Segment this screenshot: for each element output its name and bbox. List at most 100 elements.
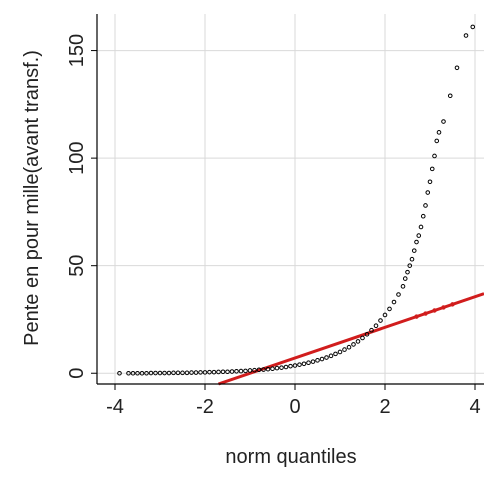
- data-point: [400, 284, 406, 289]
- data-point: [175, 370, 181, 376]
- data-point: [414, 239, 419, 245]
- data-point: [319, 356, 325, 362]
- data-point: [409, 256, 415, 262]
- data-point: [135, 370, 140, 376]
- data-point: [418, 224, 424, 230]
- data-point: [144, 370, 149, 376]
- data-point: [162, 370, 167, 376]
- data-point: [153, 370, 158, 376]
- x-tick-label: 0: [289, 396, 300, 418]
- data-point: [288, 363, 293, 369]
- x-tick-label: 2: [379, 396, 390, 418]
- data-point: [423, 203, 428, 208]
- data-point: [180, 370, 185, 376]
- data-point: [139, 370, 145, 376]
- data-point: [337, 349, 343, 355]
- data-points: [117, 24, 476, 376]
- data-point: [157, 370, 163, 376]
- data-point: [360, 335, 365, 341]
- data-point: [261, 367, 266, 372]
- data-point: [184, 370, 190, 376]
- y-axis-label: Pente en pour mille(avant transf.): [21, 50, 43, 346]
- x-tick-label: 4: [469, 396, 480, 418]
- data-point: [333, 351, 338, 357]
- data-point: [378, 318, 383, 323]
- reference-marker: [441, 305, 446, 310]
- data-point: [234, 369, 239, 374]
- data-point: [301, 361, 307, 367]
- data-point: [427, 179, 433, 185]
- data-point: [364, 332, 370, 337]
- data-point: [225, 369, 230, 375]
- data-point: [351, 342, 356, 347]
- data-point: [193, 370, 199, 375]
- data-point: [432, 153, 437, 159]
- data-point: [342, 347, 347, 352]
- data-point: [202, 370, 208, 375]
- data-point: [328, 353, 334, 359]
- data-point: [324, 355, 329, 360]
- reference-line: [218, 292, 484, 386]
- data-point: [148, 370, 154, 376]
- data-point: [310, 359, 316, 364]
- data-point: [279, 365, 284, 370]
- data-point: [396, 292, 401, 297]
- data-point: [436, 130, 442, 135]
- y-tick-labels: 0 50 100 150: [66, 34, 97, 379]
- data-point: [407, 263, 413, 268]
- data-point: [405, 269, 410, 275]
- data-point: [382, 312, 388, 318]
- data-point: [220, 369, 226, 375]
- x-tick-labels: -4 -2 0 2 4: [106, 384, 481, 418]
- data-point: [429, 166, 435, 172]
- data-point: [355, 339, 361, 344]
- data-point: [270, 366, 275, 372]
- data-point: [420, 213, 426, 219]
- data-point: [434, 138, 440, 144]
- data-point: [463, 33, 469, 38]
- data-point: [171, 370, 176, 376]
- data-point: [238, 368, 244, 374]
- data-point: [247, 368, 253, 373]
- grid-lines: [97, 14, 484, 384]
- data-point: [454, 65, 460, 71]
- data-point: [447, 93, 453, 99]
- data-point: [198, 370, 203, 375]
- data-point: [189, 370, 194, 375]
- data-point: [470, 24, 476, 30]
- reference-marker: [423, 311, 428, 316]
- data-point: [387, 306, 392, 312]
- data-point: [402, 276, 408, 281]
- data-point: [274, 365, 280, 371]
- data-point: [369, 327, 374, 333]
- data-point: [166, 370, 172, 376]
- data-point: [346, 344, 352, 350]
- y-tick-label: 0: [66, 368, 88, 379]
- data-point: [229, 369, 235, 374]
- data-point: [117, 370, 122, 376]
- data-point: [207, 369, 212, 375]
- data-point: [256, 367, 262, 373]
- y-tick-label: 100: [66, 141, 88, 174]
- y-tick-label: 150: [66, 34, 88, 67]
- data-point: [243, 368, 248, 374]
- x-tick-label: -4: [106, 396, 124, 418]
- reference-marker: [414, 314, 419, 319]
- data-point: [252, 367, 257, 373]
- x-axis-label: norm quantiles: [225, 446, 356, 468]
- plot-frame: [96, 14, 484, 385]
- data-point: [283, 364, 289, 370]
- data-point: [130, 370, 136, 376]
- data-point: [373, 323, 379, 329]
- y-tick-label: 50: [66, 255, 88, 277]
- data-point: [315, 358, 320, 363]
- data-point: [425, 190, 431, 195]
- data-point: [297, 362, 302, 367]
- data-point: [411, 248, 417, 253]
- reference-marker: [432, 308, 437, 313]
- data-point: [216, 369, 221, 375]
- data-point: [416, 233, 422, 238]
- data-point: [441, 119, 446, 124]
- data-point: [126, 370, 131, 376]
